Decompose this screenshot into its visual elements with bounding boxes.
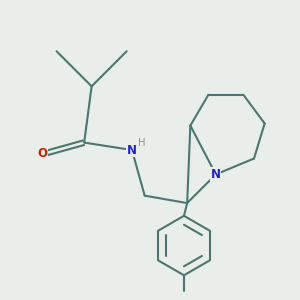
- Text: O: O: [38, 147, 48, 160]
- Text: N: N: [211, 168, 221, 181]
- Text: H: H: [138, 138, 145, 148]
- Text: N: N: [127, 143, 137, 157]
